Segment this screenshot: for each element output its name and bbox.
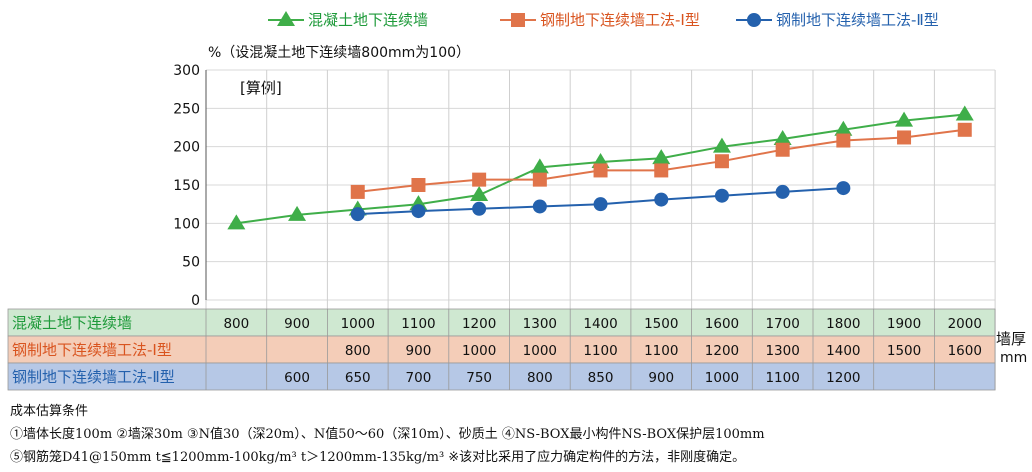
table-cell: 850 — [588, 370, 614, 386]
legend-marker-circle — [747, 13, 761, 27]
table-cell: 800 — [223, 316, 249, 332]
legend: 混凝土地下连续墙 钢制地下连续墙工法-Ⅰ型 钢制地下连续墙工法-Ⅱ型 — [268, 11, 939, 29]
legend-item-type2: 钢制地下连续墙工法-Ⅱ型 — [736, 11, 939, 29]
data-point-triangle — [955, 105, 974, 121]
table-cell: 1500 — [644, 316, 678, 332]
y-tick-label: 300 — [173, 63, 200, 79]
data-point-circle — [836, 181, 851, 196]
data-point-triangle — [773, 130, 792, 145]
legend-label-type2: 钢制地下连续墙工法-Ⅱ型 — [776, 11, 939, 29]
data-point-triangle — [288, 205, 307, 221]
table-cell: 1600 — [948, 343, 982, 359]
data-point-square — [532, 172, 547, 187]
data-point-square — [411, 178, 426, 192]
table-cell: 2000 — [948, 316, 982, 332]
table-cell: 1200 — [826, 370, 860, 386]
data-point-square — [897, 130, 912, 145]
series-layer — [227, 105, 974, 230]
data-point-circle — [532, 199, 547, 214]
legend-marker-square — [511, 13, 525, 27]
table-cell: 1800 — [826, 316, 860, 332]
table-cell: 1400 — [826, 343, 860, 359]
y-tick-labels: 0 50 100 150 200 250 300 — [173, 63, 200, 309]
data-point-square — [957, 122, 972, 137]
table-cell: 900 — [284, 316, 310, 332]
y-tick-label: 150 — [173, 178, 200, 194]
table-cell: 1700 — [765, 316, 799, 332]
row-type2 — [7, 362, 996, 391]
row-label: 钢制地下连续墙工法-Ⅱ型 — [12, 368, 175, 386]
y-tick-label: 200 — [173, 140, 200, 156]
data-point-circle — [350, 207, 365, 222]
y-tick-label: 250 — [173, 101, 200, 117]
table-cell: 1500 — [887, 343, 921, 359]
chart-area: 混凝土地下连续墙 钢制地下连续墙工法-Ⅰ型 钢制地下连续墙工法-Ⅱ型 %（设混凝… — [7, 11, 1027, 391]
x-unit-mm: mm — [1000, 350, 1027, 366]
table-cell: 1900 — [887, 316, 921, 332]
table-cell: 1600 — [705, 316, 739, 332]
data-point-circle — [654, 192, 669, 207]
data-point-square — [593, 163, 608, 178]
data-point-triangle — [470, 185, 489, 201]
data-point-square — [714, 154, 729, 169]
data-point-circle — [593, 197, 608, 212]
data-point-triangle — [895, 111, 914, 127]
notes-title: 成本估算条件 — [10, 404, 89, 419]
table-cell: 1000 — [705, 370, 739, 386]
cost-conditions: 成本估算条件 ①墙体长度100m ②墙深30m ③N值30（深20m）、N值50… — [10, 400, 1025, 469]
notes-line-1: ①墙体长度100m ②墙深30m ③N值30（深20m）、N值50～60（深10… — [10, 427, 765, 442]
data-point-triangle — [712, 137, 731, 153]
legend-marker-triangle — [277, 11, 295, 26]
data-table: 混凝土地下连续墙 800 900 1000 1100 1200 1300 1400 1500 16… — [7, 308, 996, 391]
table-cell: 900 — [648, 370, 674, 386]
y-tick-label: 100 — [173, 216, 200, 232]
data-point-circle — [714, 188, 729, 203]
table-cell: 750 — [466, 370, 492, 386]
table-cell: 800 — [345, 343, 371, 359]
data-point-triangle — [652, 149, 671, 165]
data-point-square — [472, 172, 487, 187]
table-cell: 1000 — [523, 343, 557, 359]
x-unit-label: 墙厚 — [996, 330, 1026, 348]
example-annotation: [算例] — [240, 79, 282, 97]
row-label: 混凝土地下连续墙 — [12, 314, 132, 332]
data-point-triangle — [834, 120, 853, 136]
table-cell: 700 — [406, 370, 432, 386]
table-cell: 1300 — [523, 316, 557, 332]
data-point-square — [350, 184, 365, 199]
y-tick-label: 50 — [182, 255, 200, 271]
table-cell: 1200 — [705, 343, 739, 359]
data-point-circle — [472, 201, 487, 216]
notes-line-2: ⑤钢筋笼D41@150mm t≦1200mm-100kg/m³ t＞1200mm… — [10, 450, 746, 465]
table-cell: 1000 — [462, 343, 496, 359]
data-point-square — [775, 142, 790, 157]
y-axis-title: %（设混凝土地下连续墙800mm为100） — [208, 44, 470, 61]
table-cell: 1300 — [765, 343, 799, 359]
table-cell: 600 — [284, 370, 310, 386]
y-tick-label: 0 — [191, 293, 200, 309]
data-point-circle — [411, 204, 426, 219]
legend-label-type1: 钢制地下连续墙工法-Ⅰ型 — [540, 11, 700, 29]
table-cell: 1100 — [765, 370, 799, 386]
row-concrete — [7, 308, 996, 337]
data-point-square — [654, 163, 669, 178]
data-point-triangle — [530, 158, 549, 174]
data-point-triangle — [227, 214, 246, 230]
table-cell: 1200 — [462, 316, 496, 332]
data-point-square — [836, 133, 851, 148]
data-point-circle — [775, 184, 790, 199]
row-label: 钢制地下连续墙工法-Ⅰ型 — [12, 341, 172, 359]
table-cell: 1100 — [644, 343, 678, 359]
legend-item-type1: 钢制地下连续墙工法-Ⅰ型 — [500, 11, 700, 29]
legend-label-concrete: 混凝土地下连续墙 — [308, 11, 428, 29]
table-cell: 1000 — [341, 316, 375, 332]
table-cell: 900 — [406, 343, 432, 359]
table-cell: 800 — [527, 370, 553, 386]
legend-item-concrete: 混凝土地下连续墙 — [268, 11, 428, 29]
table-cell: 650 — [345, 370, 371, 386]
table-cell: 1100 — [401, 316, 435, 332]
table-cell: 1400 — [583, 316, 617, 332]
table-cell: 1100 — [583, 343, 617, 359]
